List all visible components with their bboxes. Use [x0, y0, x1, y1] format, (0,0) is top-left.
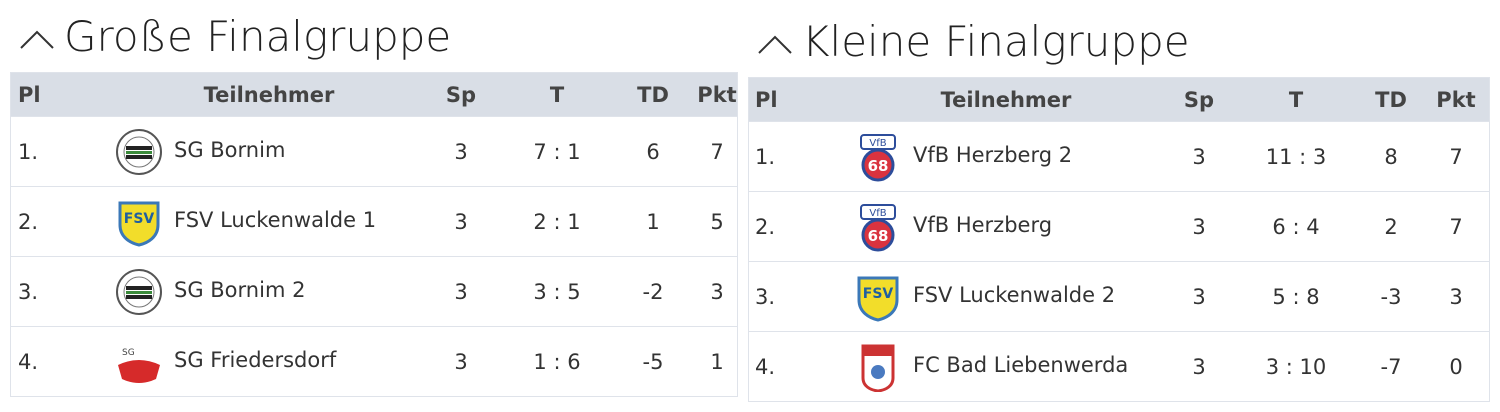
team-name: VfB Herzberg 2	[913, 143, 1073, 167]
team-name: SG Friedersdorf	[174, 348, 337, 372]
header-cell: Sp	[1183, 88, 1215, 112]
team-logo	[116, 129, 162, 175]
table-cell: 8	[1384, 145, 1398, 169]
header-cell: Teilnehmer	[203, 83, 335, 107]
table-cell: 7	[1449, 215, 1463, 239]
table-cell: 1	[646, 210, 660, 234]
team-name: SG Bornim	[174, 138, 286, 162]
table-cell: 3	[1192, 285, 1206, 309]
table-cell: 7	[1449, 145, 1463, 169]
table-cell: 5 : 8	[1272, 285, 1320, 309]
table-cell: 6 : 4	[1272, 215, 1320, 239]
table-cell: 6	[646, 140, 660, 164]
table-cell: 1.	[18, 140, 39, 164]
table-cell: 3	[454, 280, 468, 304]
table-cell: 1	[710, 350, 724, 374]
table-cell: 3	[454, 210, 468, 234]
header-cell: Pl	[755, 88, 778, 112]
table-cell: 2	[1384, 215, 1398, 239]
table-cell: 2.	[18, 210, 39, 234]
collapse-chevron[interactable]	[19, 28, 55, 52]
header-cell: T	[549, 83, 565, 107]
table-cell: 2.	[755, 215, 776, 239]
header-cell: Pl	[18, 83, 41, 107]
svg-text:VfB: VfB	[869, 208, 886, 219]
team-logo: VfB 68	[860, 134, 896, 182]
standings-table: Pl Teilnehmer Sp T TD Pkt 1. SG Bornim 3 7 : 1 6 7 2…	[10, 72, 738, 397]
table-cell: 7 : 1	[533, 140, 581, 164]
table-header: Pl Teilnehmer Sp T TD Pkt	[749, 78, 1489, 121]
table-row: 2. VfB 68 VfB Herzberg 3 6 : 4 2 7	[749, 191, 1489, 262]
team-logo: FSV	[118, 201, 160, 247]
header-cell: Sp	[445, 83, 477, 107]
group-panel: Kleine Finalgruppe Pl Teilnehmer Sp T TD Pkt 1.…	[748, 0, 1490, 412]
table-row: 4. FC Bad Liebenwerda 3 3 : 10 -7 0	[749, 331, 1489, 401]
table-cell: 3.	[18, 280, 39, 304]
team-name: FSV Luckenwalde 1	[174, 208, 377, 232]
table-cell: 4.	[755, 355, 776, 379]
table-row: 2. FSV FSV Luckenwalde 1 3 2 : 1 1 5	[11, 186, 737, 257]
table-cell: 3.	[755, 285, 776, 309]
table-cell: 3	[710, 280, 724, 304]
svg-text:SG: SG	[122, 348, 135, 358]
table-cell: -2	[642, 280, 664, 304]
table-cell: 3	[1192, 215, 1206, 239]
team-name: SG Bornim 2	[174, 278, 306, 302]
table-row: 3. FSV FSV Luckenwalde 2 3 5 : 8 -3 3	[749, 261, 1489, 332]
team-logo	[861, 344, 895, 392]
team-name: VfB Herzberg	[913, 213, 1053, 237]
team-name: FSV Luckenwalde 2	[913, 283, 1116, 307]
header-cell: Teilnehmer	[940, 88, 1072, 112]
collapse-chevron[interactable]	[757, 33, 793, 57]
table-header: Pl Teilnehmer Sp T TD Pkt	[11, 73, 737, 116]
table-cell: 7	[710, 140, 724, 164]
table-cell: 1.	[755, 145, 776, 169]
table-cell: 3 : 10	[1265, 355, 1327, 379]
table-row: 4. SG SG Friedersdorf 3 1 : 6 -5 1	[11, 326, 737, 396]
team-logo: SG	[118, 348, 160, 383]
header-cell: Pkt	[1436, 88, 1476, 112]
table-cell: -7	[1380, 355, 1402, 379]
table-cell: 2 : 1	[533, 210, 581, 234]
group-title: Große Finalgruppe	[64, 12, 452, 61]
table-cell: 1 : 6	[533, 350, 581, 374]
table-cell: 3 : 5	[533, 280, 581, 304]
table-cell: -3	[1380, 285, 1402, 309]
table-row: 1. SG Bornim 3 7 : 1 6 7	[11, 116, 737, 187]
team-logo: FSV	[857, 276, 899, 322]
table-row: 3. SG Bornim 2 3 3 : 5 -2 3	[11, 256, 737, 327]
group-title: Kleine Finalgruppe	[802, 17, 1190, 66]
svg-text:FSV: FSV	[863, 286, 894, 302]
header-cell: T	[1288, 88, 1304, 112]
header-cell: Pkt	[697, 83, 737, 107]
team-logo: VfB 68	[860, 204, 896, 252]
header-cell: TD	[637, 83, 669, 107]
table-cell: 3	[454, 140, 468, 164]
header-cell: TD	[1375, 88, 1407, 112]
table-cell: -5	[642, 350, 664, 374]
table-cell: 4.	[18, 350, 39, 374]
table-cell: 5	[710, 210, 724, 234]
svg-text:68: 68	[868, 227, 889, 245]
svg-text:FSV: FSV	[124, 211, 155, 227]
team-name: FC Bad Liebenwerda	[913, 353, 1129, 377]
table-cell: 3	[1192, 355, 1206, 379]
group-panel: Große Finalgruppe Pl Teilnehmer Sp T TD Pkt 1. S…	[10, 0, 738, 412]
svg-text:VfB: VfB	[869, 138, 886, 149]
team-logo	[116, 269, 162, 315]
svg-text:68: 68	[868, 157, 889, 175]
table-cell: 3	[454, 350, 468, 374]
table-cell: 3	[1449, 285, 1463, 309]
table-cell: 3	[1192, 145, 1206, 169]
table-cell: 0	[1449, 355, 1463, 379]
standings-table: Pl Teilnehmer Sp T TD Pkt 1. VfB 68 VfB Herzberg …	[748, 77, 1490, 402]
table-cell: 11 : 3	[1265, 145, 1327, 169]
table-row: 1. VfB 68 VfB Herzberg 2 3 11 : 3 8 7	[749, 121, 1489, 192]
